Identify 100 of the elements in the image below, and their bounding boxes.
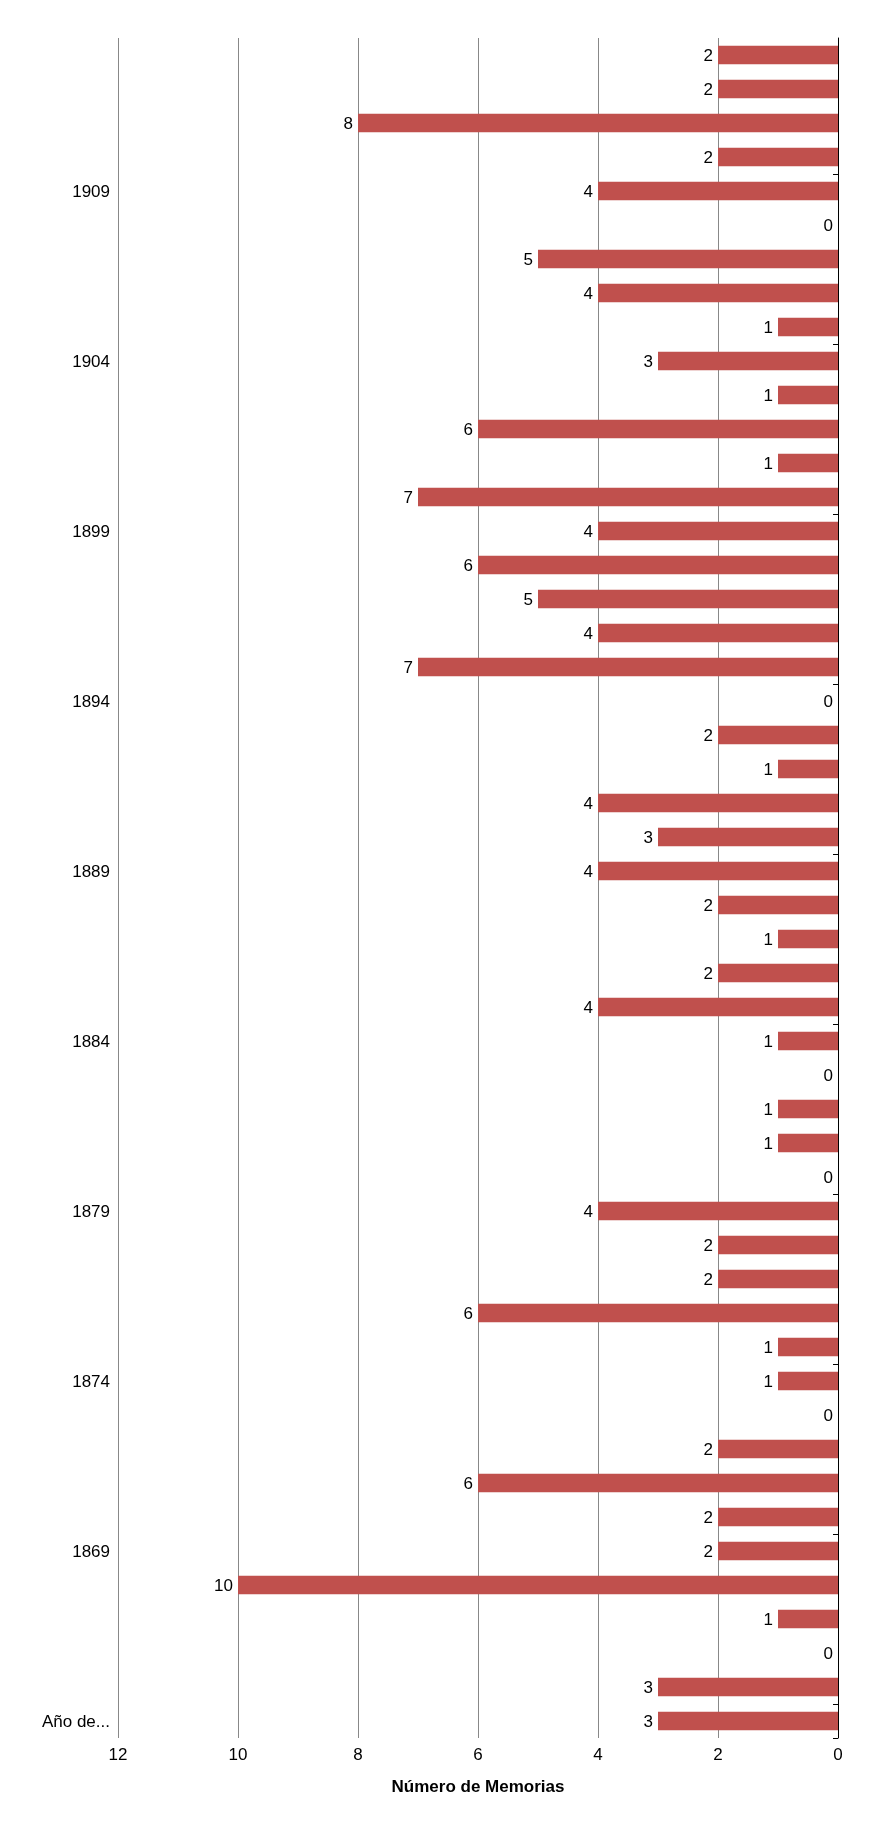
data-label: 4: [583, 623, 593, 643]
bar: [598, 521, 838, 541]
bar: [478, 1473, 838, 1493]
data-label: 4: [583, 181, 593, 201]
bar: [718, 1541, 838, 1561]
data-label: 3: [643, 1677, 653, 1697]
data-label: 4: [583, 521, 593, 541]
y-tick-label: 1899: [72, 521, 110, 541]
data-label: 1: [763, 1337, 773, 1357]
bar: [238, 1575, 838, 1595]
bar: [778, 317, 838, 337]
bar: [598, 997, 838, 1017]
data-label: 1: [763, 317, 773, 337]
bar: [778, 385, 838, 405]
data-label: 1: [763, 1133, 773, 1153]
bar: [778, 1371, 838, 1391]
bar: [598, 1201, 838, 1221]
bar: [598, 793, 838, 813]
bar: [718, 1507, 838, 1527]
data-label: 7: [403, 657, 413, 677]
data-label: 3: [643, 351, 653, 371]
data-label: 0: [823, 691, 833, 711]
data-label: 2: [703, 963, 713, 983]
data-label: 1: [763, 759, 773, 779]
bar: [358, 113, 838, 133]
bar: [778, 759, 838, 779]
data-label: 2: [703, 1507, 713, 1527]
bar: [478, 419, 838, 439]
data-label: 1: [763, 929, 773, 949]
bar: [718, 895, 838, 915]
x-tick-label: 12: [108, 1745, 128, 1764]
data-label: 3: [643, 827, 653, 847]
bar: [718, 1235, 838, 1255]
data-label: 6: [463, 555, 473, 575]
bar: [718, 725, 838, 745]
data-label: 2: [703, 1439, 713, 1459]
y-tick-label: 1904: [72, 351, 110, 371]
bar: [718, 1439, 838, 1459]
data-label: 4: [583, 793, 593, 813]
y-tick-label: 1869: [72, 1541, 110, 1561]
data-label: 1: [763, 1031, 773, 1051]
bar: [598, 181, 838, 201]
data-label: 4: [583, 861, 593, 881]
x-tick-label: 2: [713, 1745, 723, 1764]
bar: [718, 963, 838, 983]
bar: [778, 929, 838, 949]
y-tick-label: 1884: [72, 1031, 110, 1051]
data-label: 7: [403, 487, 413, 507]
data-label: 6: [463, 1473, 473, 1493]
data-label: 5: [523, 589, 533, 609]
data-label: 2: [703, 147, 713, 167]
data-label: 2: [703, 1269, 713, 1289]
bar: [718, 1269, 838, 1289]
data-label: 6: [463, 1303, 473, 1323]
y-tick-label: 1909: [72, 181, 110, 201]
data-label: 10: [214, 1575, 233, 1595]
bar: [658, 827, 838, 847]
data-label: 4: [583, 1201, 593, 1221]
bar: [718, 79, 838, 99]
data-label: 0: [823, 1167, 833, 1187]
bar: [478, 555, 838, 575]
x-tick-label: 4: [593, 1745, 603, 1764]
bar: [718, 45, 838, 65]
bar: [598, 861, 838, 881]
bar: [778, 1337, 838, 1357]
bar: [778, 1031, 838, 1051]
bar: [658, 1711, 838, 1731]
bar: [778, 1099, 838, 1119]
data-label: 5: [523, 249, 533, 269]
data-label: 8: [343, 113, 353, 133]
data-label: 1: [763, 385, 773, 405]
bar: [478, 1303, 838, 1323]
bar: [778, 1609, 838, 1629]
data-label: 2: [703, 725, 713, 745]
x-tick-label: 6: [473, 1745, 483, 1764]
bar: [658, 351, 838, 371]
data-label: 1: [763, 1609, 773, 1629]
data-label: 0: [823, 1065, 833, 1085]
y-tick-label: 1889: [72, 861, 110, 881]
data-label: 1: [763, 1099, 773, 1119]
bar: [598, 623, 838, 643]
y-tick-label: 1879: [72, 1201, 110, 1221]
x-tick-label: 0: [833, 1745, 843, 1764]
y-tick-label: 1874: [72, 1371, 110, 1391]
y-tick-label: 1894: [72, 691, 110, 711]
data-label: 2: [703, 895, 713, 915]
data-label: 4: [583, 283, 593, 303]
bar: [718, 147, 838, 167]
x-tick-label: 10: [228, 1745, 248, 1764]
data-label: 1: [763, 1371, 773, 1391]
bar: [538, 589, 838, 609]
data-label: 2: [703, 1235, 713, 1255]
bar: [778, 1133, 838, 1153]
x-tick-label: 8: [353, 1745, 363, 1764]
data-label: 6: [463, 419, 473, 439]
data-label: 1: [763, 453, 773, 473]
bar: [538, 249, 838, 269]
bar: [418, 487, 838, 507]
data-label: 2: [703, 45, 713, 65]
bar: [418, 657, 838, 677]
